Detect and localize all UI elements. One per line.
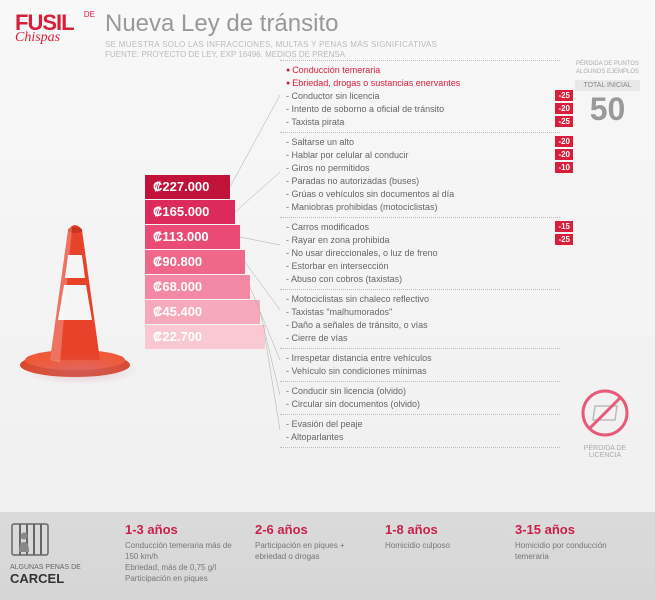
infraction-list: Conducción temerariaEbriedad, drogas o s… [280,60,560,448]
license-loss: PÉRDIDA DE LICENCIA [570,388,640,459]
infraction-item: Maniobras prohibidas (motociclistas) [280,201,560,214]
points-tag: -15 [555,221,573,232]
penalty: 3-15 años Homicidio por conducción temera… [510,522,640,590]
penalty: 1-3 años Conducción temeraria más de 150 … [120,522,250,590]
infraction-item: Circular sin documentos (olvido) [280,398,560,411]
points-tag: -20 [555,103,573,114]
penalty-years: 3-15 años [515,522,635,537]
page-title: Nueva Ley de tránsito [105,10,338,38]
jail-label: ALGUNAS PENAS DE CARCEL [10,522,120,590]
infraction-item: Irrespetar distancia entre vehículos [280,352,560,365]
fine-bar: ₡68.000 [145,275,250,299]
points-tag: -10 [555,162,573,173]
infraction-item: Intento de soborno a oficial de tránsito [280,103,560,116]
infraction-group: Carros modificadosRayar en zona prohibid… [280,217,560,289]
fine-bar: ₡227.000 [145,175,230,199]
penalty-desc: Conducción temeraria más de 150 km/h Ebr… [125,540,245,584]
infraction-item: Altoparlantes [280,431,560,444]
logo-de: DE [84,10,95,19]
traffic-cone-icon [10,200,140,380]
penalty: 2-6 años Participación en piques + ebried… [250,522,380,590]
infraction-group: Saltarse un altoHablar por celular al co… [280,132,560,217]
jail-text-1: ALGUNAS PENAS DE [10,564,120,571]
infraction-item: Grúas o vehículos sin documentos al día [280,188,560,201]
points-tag: -25 [555,116,573,127]
fine-bar: ₡22.700 [145,325,265,349]
fine-bar: ₡90.800 [145,250,245,274]
infraction-item: Taxistas "malhumorados" [280,306,560,319]
infraction-group: Evasión del peajeAltoparlantes [280,414,560,448]
penalties-row: 1-3 años Conducción temeraria más de 150 … [120,522,645,590]
points-tag: -25 [555,90,573,101]
infraction-item: Evasión del peaje [280,418,560,431]
no-license-icon [570,388,640,443]
fine-bar: ₡113.000 [145,225,240,249]
points-tag: -25 [555,234,573,245]
jail-icon [10,522,50,557]
subtitle-2: FUENTE: PROYECTO DE LEY, EXP 16496. MEDI… [105,50,345,59]
infraction-item: No usar direccionales, o luz de freno [280,247,560,260]
infraction-item: Daño a señales de tránsito, o vías [280,319,560,332]
penalty-desc: Homicidio por conducción temeraria [515,540,635,562]
infraction-item: Conducir sin licencia (olvido) [280,385,560,398]
fine-bar: ₡165.000 [145,200,235,224]
footer: ALGUNAS PENAS DE CARCEL 1-3 años Conducci… [0,512,655,600]
infraction-item: Estorbar en intersección [280,260,560,273]
infraction-item: Rayar en zona prohibida [280,234,560,247]
infraction-item: Abuso con cobros (taxistas) [280,273,560,286]
infraction-item: Taxista pirata [280,116,560,129]
infraction-item: Motociclistas sin chaleco reflectivo [280,293,560,306]
infraction-group: Conducir sin licencia (olvido)Circular s… [280,381,560,414]
subtitle-1: SE MUESTRA SOLO LAS INFRACCIONES, MULTAS… [105,40,437,49]
points-tag: -20 [555,136,573,147]
points-total: 50 [575,91,640,128]
points-box: PÉRDIDA DE PUNTOS ALGUNOS EJEMPLOS TOTAL… [575,60,640,128]
infraction-item: Ebriedad, drogas o sustancias enervantes [280,77,560,90]
penalty: 1-8 años Homicidio culposo [380,522,510,590]
penalty-years: 1-3 años [125,522,245,537]
penalty-years: 1-8 años [385,522,505,537]
infraction-item: Saltarse un alto [280,136,560,149]
infraction-group: Conducción temerariaEbriedad, drogas o s… [280,60,560,132]
jail-text-2: CARCEL [10,571,120,586]
penalty-desc: Homicidio culposo [385,540,505,551]
infraction-item: Vehículo sin condiciones mínimas [280,365,560,378]
infraction-item: Giros no permitidos [280,162,560,175]
infraction-group: Irrespetar distancia entre vehículosVehí… [280,348,560,381]
logo: FUSIL DE Chispas [15,10,85,46]
infraction-item: Conducción temeraria [280,64,560,77]
points-total-label: TOTAL INICIAL [575,80,640,91]
infraction-item: Conductor sin licencia [280,90,560,103]
points-tag: -20 [555,149,573,160]
penalty-desc: Participación en piques + ebriedad o dro… [255,540,375,562]
penalty-years: 2-6 años [255,522,375,537]
fine-bar: ₡45.400 [145,300,260,324]
points-label-1: PÉRDIDA DE PUNTOS [575,60,640,68]
fine-bars: ₡227.000₡165.000₡113.000₡90.800₡68.000₡4… [145,175,265,350]
logo-chispas: Chispas [15,30,85,46]
infraction-item: Carros modificados [280,221,560,234]
points-label-2: ALGUNOS EJEMPLOS [575,68,640,76]
license-loss-text: PÉRDIDA DE LICENCIA [570,445,640,459]
infraction-group: Motociclistas sin chaleco reflectivoTaxi… [280,289,560,348]
infraction-item: Paradas no autorizadas (buses) [280,175,560,188]
infraction-item: Cierre de vías [280,332,560,345]
infraction-item: Hablar por celular al conducir [280,149,560,162]
